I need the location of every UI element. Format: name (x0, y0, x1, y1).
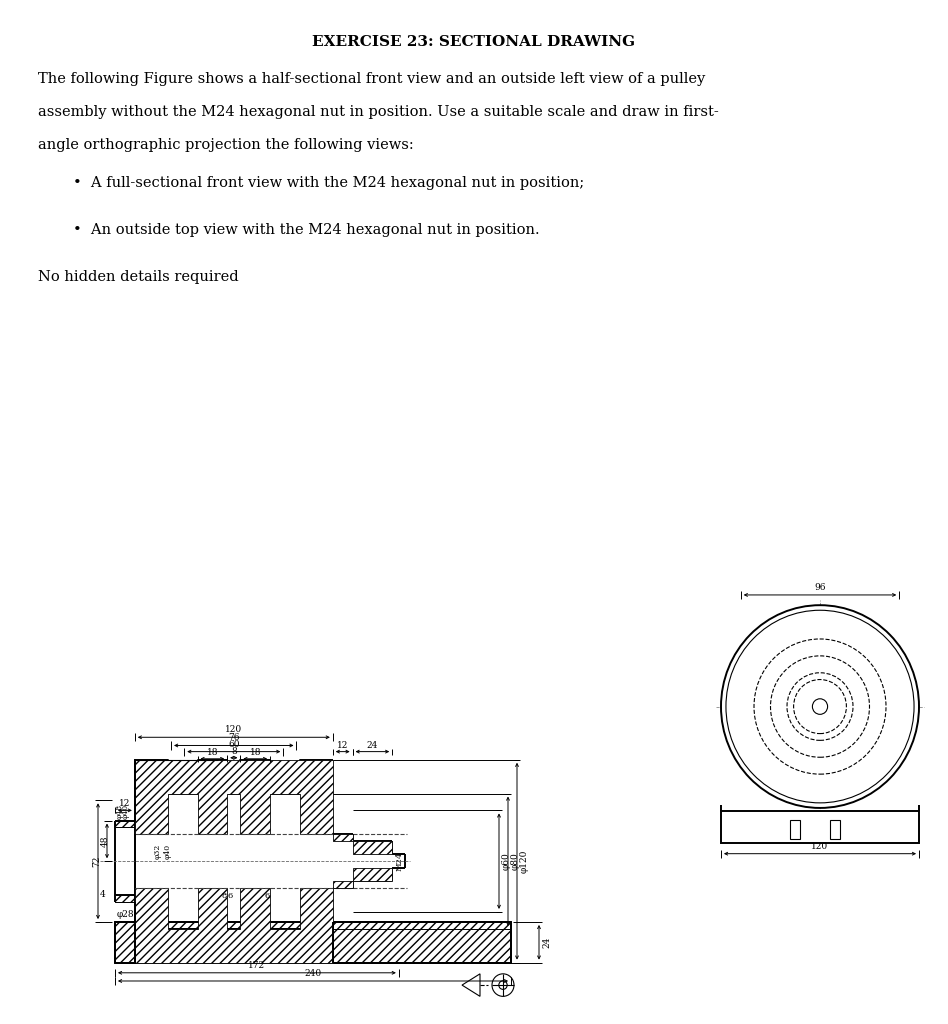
Text: M24: M24 (395, 852, 403, 870)
Polygon shape (115, 820, 135, 827)
Polygon shape (353, 841, 392, 854)
Text: 120: 120 (811, 842, 829, 851)
Polygon shape (353, 868, 392, 882)
Text: 18: 18 (207, 748, 218, 757)
Text: 48: 48 (101, 836, 110, 847)
Text: 12: 12 (337, 740, 348, 750)
Text: φ80: φ80 (511, 852, 520, 870)
Text: 24: 24 (542, 937, 551, 948)
Polygon shape (115, 922, 511, 963)
Text: φ60: φ60 (502, 852, 511, 870)
Text: 18: 18 (249, 748, 261, 757)
Text: 60: 60 (228, 739, 240, 749)
Text: 96: 96 (814, 583, 826, 592)
Text: 240: 240 (304, 969, 321, 978)
Text: EXERCISE 23: SECTIONAL DRAWING: EXERCISE 23: SECTIONAL DRAWING (313, 35, 635, 48)
Text: 8: 8 (231, 746, 237, 756)
Text: φ40: φ40 (122, 804, 130, 818)
Text: •  An outside top view with the M24 hexagonal nut in position.: • An outside top view with the M24 hexag… (73, 223, 539, 237)
Polygon shape (135, 760, 333, 835)
Text: φ28: φ28 (117, 910, 135, 919)
Bar (791, 820, 800, 840)
Text: 120: 120 (226, 725, 243, 734)
Text: 6: 6 (264, 892, 269, 900)
Text: 24: 24 (367, 740, 378, 750)
Text: φ32: φ32 (154, 844, 162, 859)
Text: •  A full-sectional front view with the M24 hexagonal nut in position;: • A full-sectional front view with the M… (73, 176, 584, 189)
Polygon shape (333, 835, 353, 841)
Polygon shape (135, 888, 333, 963)
Bar (721, 811, 919, 844)
Polygon shape (115, 895, 135, 902)
Text: 8: 8 (221, 892, 227, 900)
Text: 72: 72 (92, 855, 101, 867)
Text: 12: 12 (119, 800, 131, 808)
Circle shape (721, 605, 919, 808)
Bar (830, 820, 840, 840)
Text: No hidden details required: No hidden details required (38, 270, 239, 284)
Text: φ48: φ48 (116, 804, 124, 818)
Text: φ40: φ40 (164, 844, 172, 859)
Text: 76: 76 (228, 733, 240, 742)
Text: 172: 172 (248, 961, 265, 970)
Text: assembly without the M24 hexagonal nut in position. Use a suitable scale and dra: assembly without the M24 hexagonal nut i… (38, 105, 719, 119)
Text: angle orthographic projection the following views:: angle orthographic projection the follow… (38, 138, 413, 153)
Text: φ120: φ120 (520, 850, 529, 872)
Text: 6: 6 (228, 892, 233, 900)
Text: 4: 4 (100, 891, 106, 899)
Text: The following Figure shows a half-sectional front view and an outside left view : The following Figure shows a half-sectio… (38, 73, 705, 86)
Polygon shape (333, 882, 353, 888)
Circle shape (812, 698, 828, 715)
